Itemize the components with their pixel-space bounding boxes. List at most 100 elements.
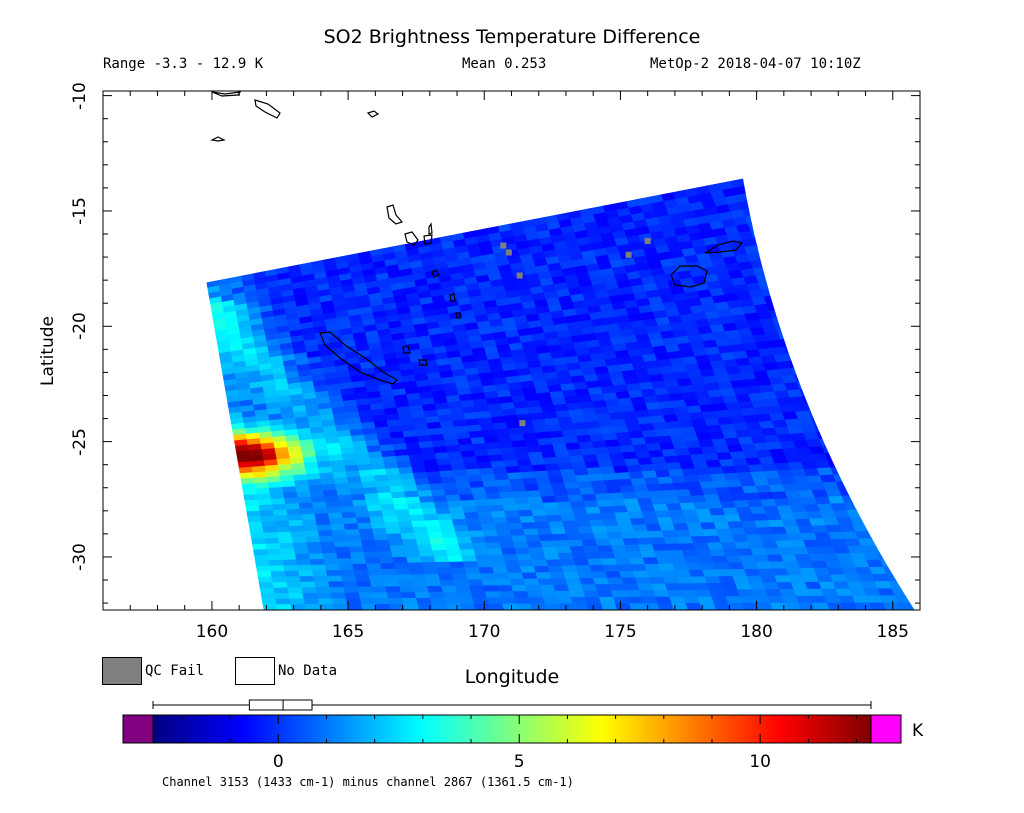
heatmap-cell	[403, 603, 420, 611]
heatmap-cell	[460, 499, 477, 508]
heatmap-cell	[630, 564, 648, 572]
heatmap-cell	[606, 445, 623, 455]
coastline	[704, 240, 744, 254]
heatmap-cell	[361, 540, 377, 547]
heatmap-cell	[255, 565, 272, 573]
heatmap-cell	[450, 463, 467, 471]
y-tick-label: -30	[70, 543, 90, 571]
heatmap-cell	[287, 514, 303, 522]
heatmap-cell	[314, 513, 330, 520]
heatmap-cell	[718, 535, 736, 543]
heatmap-cell	[473, 499, 490, 507]
heatmap-cell	[325, 569, 342, 577]
heatmap-cell	[500, 597, 518, 605]
heatmap-cell	[827, 459, 845, 469]
heatmap-cell	[305, 536, 321, 543]
heatmap-cell	[765, 589, 783, 597]
heatmap-cell	[559, 559, 577, 567]
heatmap-cell	[470, 591, 488, 599]
heatmap-cell	[380, 563, 396, 570]
heatmap-cell	[299, 576, 316, 583]
heatmap-cell	[610, 544, 628, 553]
heatmap-cell	[618, 570, 636, 579]
heatmap-cell	[483, 486, 500, 494]
coastline	[319, 331, 398, 385]
heatmap-cell	[523, 578, 540, 586]
heatmap-cell	[585, 552, 602, 560]
heatmap-cell	[512, 490, 529, 499]
heatmap-cell	[414, 478, 430, 486]
heatmap-cell	[318, 604, 335, 611]
heatmap-cell	[555, 546, 573, 554]
heatmap-cell	[621, 577, 638, 585]
heatmap-cell	[492, 517, 509, 525]
heatmap-cell	[791, 366, 808, 376]
heatmap-cell	[623, 498, 640, 507]
heatmap-cell	[458, 597, 475, 605]
heatmap-cell	[790, 329, 807, 339]
heatmap-cell	[514, 497, 531, 505]
heatmap-cell	[506, 516, 523, 524]
heatmap-cell	[328, 581, 345, 588]
heatmap-cell	[402, 484, 419, 493]
heatmap-cell	[522, 477, 539, 486]
heatmap-cell	[556, 597, 574, 605]
heatmap-cell	[784, 314, 801, 325]
heatmap-cell	[666, 503, 683, 511]
heatmap-cell	[713, 562, 732, 571]
heatmap-cell	[524, 534, 542, 542]
heatmap-cell	[770, 602, 788, 611]
heatmap-cell	[838, 488, 856, 497]
heatmap-cell	[639, 463, 656, 472]
heatmap-cell	[302, 519, 318, 527]
heatmap-cell	[446, 549, 463, 557]
heatmap-cell	[709, 549, 727, 557]
colorbar	[152, 714, 872, 744]
heatmap-cell	[665, 543, 683, 552]
heatmap-cell	[798, 350, 815, 361]
coastline	[431, 269, 440, 278]
heatmap-cell	[382, 574, 399, 582]
heatmap-cell	[572, 603, 590, 611]
heatmap-cell	[330, 592, 347, 600]
heatmap-cell	[523, 483, 540, 492]
heatmap-cell	[417, 489, 434, 498]
heatmap-cell	[659, 442, 676, 451]
coastline	[211, 91, 242, 97]
heatmap-cell	[527, 451, 544, 460]
heatmap-cell	[552, 533, 569, 542]
mean-label: Mean 0.253	[462, 56, 547, 72]
heatmap-cell	[897, 602, 915, 611]
heatmap-cell	[285, 576, 302, 583]
heatmap-cell	[359, 598, 376, 605]
heatmap-cell	[421, 507, 438, 516]
heatmap-cell	[490, 510, 507, 519]
heatmap-cell	[253, 554, 270, 562]
heatmap-cell	[550, 527, 567, 535]
heatmap-cell	[812, 386, 830, 396]
heatmap-cell	[883, 566, 901, 575]
heatmap-cell	[396, 515, 413, 523]
heatmap-cell	[333, 541, 350, 548]
heatmap-cell	[488, 603, 505, 611]
heatmap-cell	[570, 597, 588, 605]
heatmap-cell	[344, 592, 361, 599]
heatmap-cell	[438, 519, 455, 527]
heatmap-cell	[846, 509, 865, 518]
heatmap-cell	[331, 529, 347, 537]
heatmap-cell	[693, 501, 710, 510]
heatmap-cell	[706, 501, 724, 510]
heatmap-cell	[556, 456, 573, 464]
heatmap-cell	[463, 512, 480, 520]
heatmap-cell	[544, 508, 561, 517]
heatmap-cell	[541, 450, 557, 459]
heatmap-cell	[747, 221, 764, 232]
heatmap-cell	[429, 483, 445, 491]
heatmap-cell	[308, 553, 325, 560]
heatmap-cell	[748, 582, 767, 590]
heatmap-cell	[601, 558, 618, 566]
heatmap-cell	[885, 573, 904, 582]
heatmap-cell	[687, 447, 705, 456]
heatmap-cell	[567, 539, 585, 548]
heatmap-cell	[482, 480, 499, 488]
